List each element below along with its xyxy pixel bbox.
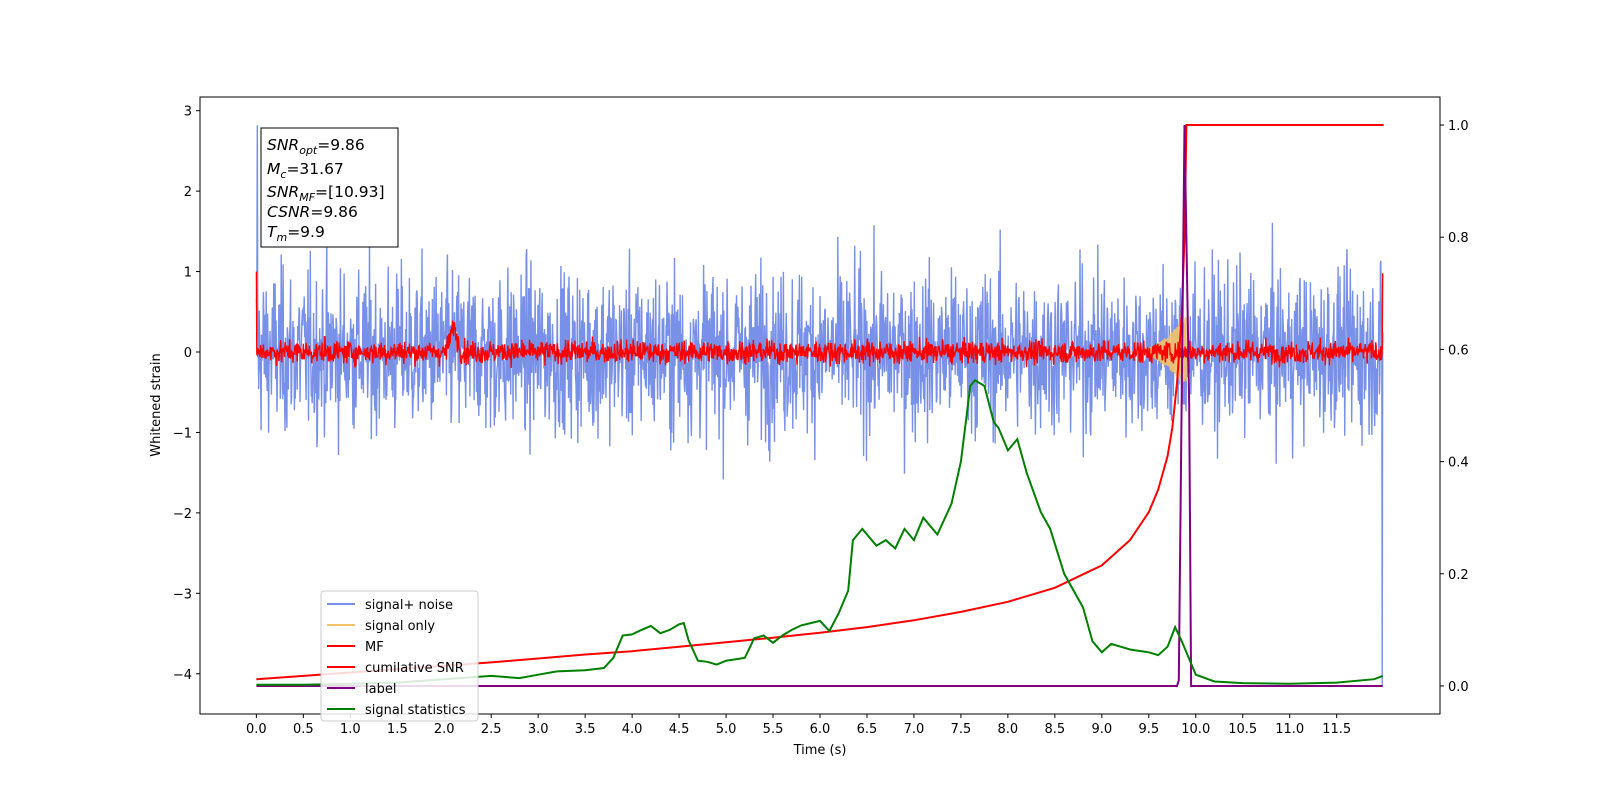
x-tick-label: 1.0 [340,722,361,737]
y-tick-label: 3 [184,105,192,120]
legend-label-mf: MF [365,640,384,655]
x-tick-label: 3.5 [575,722,596,737]
x-tick-label: 1.5 [387,722,408,737]
x-tick-label: 5.5 [763,722,784,737]
y-tick-label: 2 [184,185,192,200]
legend-label-signal-statistics: signal statistics [365,703,466,718]
info-line-csnr: CSNR=9.86 [267,203,358,221]
x-tick-label: 10.0 [1181,722,1210,737]
legend-frame [320,590,479,722]
series-label-line [256,124,1383,687]
y-right-tick-label: 0.2 [1448,568,1469,583]
info-line-chirp-mass: Mc=31.67 [267,160,344,181]
info-box-frame [260,127,399,248]
x-tick-label: 0.0 [246,722,267,737]
info-box: SNRopt=9.86 Mc=31.67 SNRMF=[10.93] CSNR=… [260,127,399,248]
x-tick-label: 2.0 [434,722,455,737]
x-tick-label: 6.0 [810,722,831,737]
x-tick-label: 7.5 [951,722,972,737]
info-line-snr-mf: SNRMF=[10.93] [267,183,385,204]
y-tick-label: −2 [173,507,192,522]
info-line-snr-opt: SNRopt=9.86 [267,136,365,157]
y-right-tick-label: 0.6 [1448,343,1469,358]
x-tick-label: 4.5 [669,722,690,737]
y-tick-label: −4 [173,668,192,683]
x-axis-label: Time (s) [793,743,847,758]
y-right-tick-label: 0.8 [1448,231,1469,246]
y-tick-label: −3 [173,587,192,602]
y-tick-label: 0 [184,346,192,361]
x-tick-label: 11.5 [1322,722,1351,737]
x-tick-label: 5.0 [716,722,737,737]
x-tick-label: 3.0 [528,722,549,737]
x-tick-label: 7.0 [904,722,925,737]
x-tick-label: 6.5 [857,722,878,737]
y-tick-label: −1 [173,426,192,441]
series-signal-noise-line [255,125,1384,686]
legend-label-label: label [365,682,396,697]
legend: signal+ noise signal only MF cumilative … [320,590,479,722]
x-tick-label: 0.5 [293,722,314,737]
x-tick-label: 8.0 [998,722,1019,737]
y-right-tick-label: 1.0 [1448,119,1469,134]
series-mf-line [255,271,1384,369]
y-tick-label: 1 [184,266,192,281]
x-tick-label: 4.0 [622,722,643,737]
x-tick-label: 9.5 [1138,722,1159,737]
x-tick-label: 8.5 [1045,722,1066,737]
x-tick-label: 9.0 [1091,722,1112,737]
legend-label-signal-only: signal only [365,619,435,634]
info-line-merger-time: Tm=9.9 [267,223,325,244]
y-axis-label: Whitened strain [149,353,164,456]
legend-label-cumulative-snr: cumilative SNR [365,661,464,676]
y-right-tick-label: 0.4 [1448,456,1469,471]
x-tick-label: 2.5 [481,722,502,737]
x-tick-label: 11.0 [1275,722,1304,737]
plot-area [255,124,1384,687]
legend-label-signal-noise: signal+ noise [365,598,453,613]
series-signal-statistics-line [256,379,1384,686]
x-tick-label: 10.5 [1228,722,1257,737]
axes-ticks: 0.0 0.5 1.0 1.5 2.0 2.5 3.0 3.5 4.0 4.5 5.0 5.5 6.0 6… [173,105,1469,737]
y-right-tick-label: 0.0 [1448,680,1469,695]
